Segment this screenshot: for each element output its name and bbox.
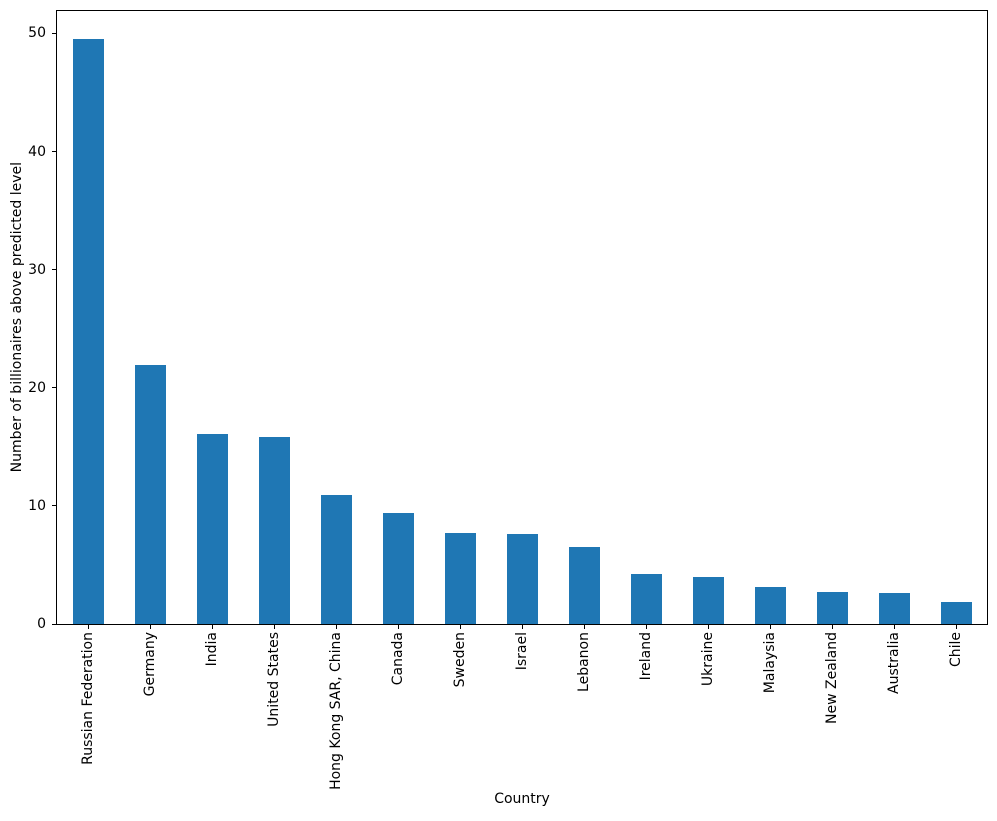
y-tick-mark bbox=[52, 32, 56, 34]
plot-area bbox=[56, 10, 988, 625]
bar bbox=[878, 593, 910, 624]
bar bbox=[444, 533, 476, 624]
y-axis-label-wrap: Number of billionaires above predicted l… bbox=[6, 10, 28, 625]
y-tick-label: 20 bbox=[28, 379, 46, 396]
bar bbox=[754, 587, 786, 624]
bar bbox=[816, 592, 848, 624]
bar bbox=[72, 39, 104, 624]
x-tick-mark bbox=[335, 625, 337, 629]
x-tick-label: Chile bbox=[948, 632, 964, 668]
y-tick-label: 0 bbox=[37, 616, 46, 632]
x-tick-label: India bbox=[204, 632, 220, 667]
x-tick-label: Germany bbox=[142, 632, 158, 697]
x-tick-mark bbox=[769, 625, 771, 629]
x-axis-label: Country bbox=[494, 791, 550, 807]
x-tick-mark bbox=[831, 625, 833, 629]
x-tick-mark bbox=[149, 625, 151, 629]
x-tick-label: Australia bbox=[886, 632, 902, 694]
y-tick-label: 10 bbox=[28, 497, 46, 514]
x-tick-mark bbox=[707, 625, 709, 629]
x-tick-label: Sweden bbox=[452, 632, 468, 688]
x-tick-mark bbox=[397, 625, 399, 629]
y-tick-mark bbox=[52, 387, 56, 389]
y-tick-mark bbox=[52, 505, 56, 507]
x-tick-mark bbox=[273, 625, 275, 629]
x-tick-label: Hong Kong SAR, China bbox=[328, 632, 344, 790]
x-tick-mark bbox=[87, 625, 89, 629]
x-tick-label: Israel bbox=[514, 632, 530, 671]
x-tick-mark bbox=[645, 625, 647, 629]
x-tick-label: Russian Federation bbox=[80, 632, 96, 765]
bar bbox=[568, 547, 600, 624]
x-tick-label: Lebanon bbox=[576, 632, 592, 692]
y-tick-label: 50 bbox=[28, 25, 46, 42]
bar bbox=[382, 513, 414, 624]
x-tick-label: United States bbox=[266, 632, 282, 727]
bar bbox=[692, 576, 724, 624]
x-tick-label: Canada bbox=[390, 632, 406, 686]
bar bbox=[196, 433, 228, 624]
x-tick-mark bbox=[955, 625, 957, 629]
y-tick-label: 40 bbox=[28, 143, 46, 160]
bar bbox=[940, 601, 972, 624]
bar bbox=[630, 574, 662, 624]
bar bbox=[506, 534, 538, 624]
y-tick-mark bbox=[52, 623, 56, 625]
x-tick-mark bbox=[521, 625, 523, 629]
x-tick-label: Ukraine bbox=[700, 632, 716, 687]
bar bbox=[134, 365, 166, 624]
y-tick-mark bbox=[52, 151, 56, 153]
x-tick-label: Ireland bbox=[638, 632, 654, 681]
y-axis-label: Number of billionaires above predicted l… bbox=[9, 162, 25, 473]
x-tick-mark bbox=[893, 625, 895, 629]
x-tick-label: New Zealand bbox=[824, 632, 840, 724]
x-tick-mark bbox=[583, 625, 585, 629]
y-tick-mark bbox=[52, 269, 56, 271]
bar bbox=[320, 495, 352, 624]
y-tick-label: 30 bbox=[28, 261, 46, 278]
x-tick-mark bbox=[459, 625, 461, 629]
bar bbox=[258, 437, 290, 624]
x-tick-label: Malaysia bbox=[762, 632, 778, 694]
x-tick-mark bbox=[211, 625, 213, 629]
